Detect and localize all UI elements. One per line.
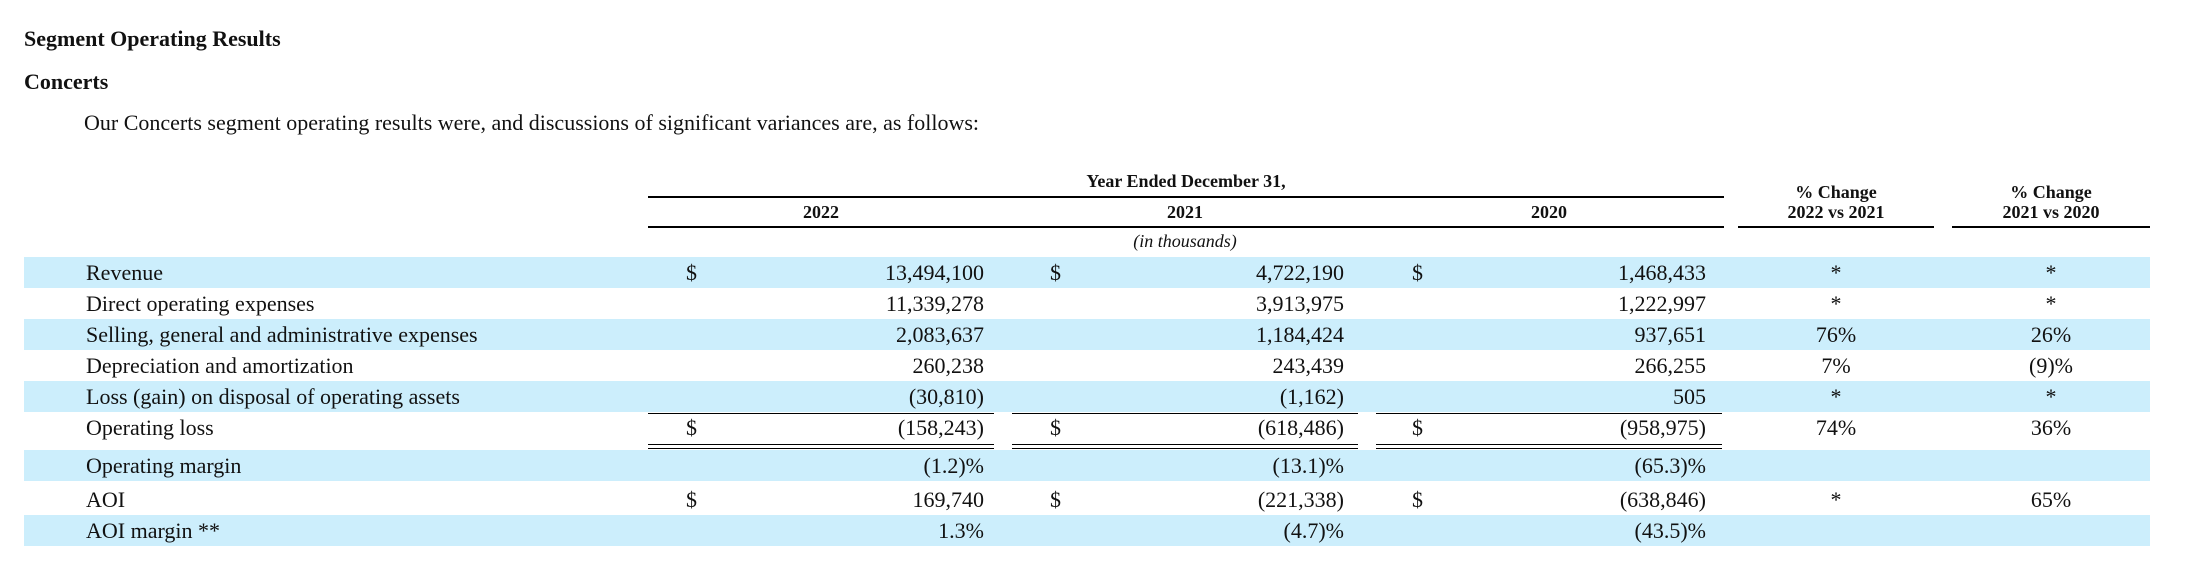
section-title: Segment Operating Results [24,26,281,51]
currency-symbol: $ [1050,487,1061,512]
value-2021: (221,338) [1257,487,1344,512]
currency-symbol: $ [1412,260,1423,285]
value-2022: 1.3% [938,518,984,543]
pct-change-1 [1736,450,1936,481]
units-note: (in thousands) [1133,231,1237,251]
change-header-2-rule [1952,226,2150,228]
year-header-2020: 2020 [1531,202,1567,222]
pct-change-2 [1951,515,2151,546]
value-2020: (638,846) [1619,487,1706,512]
row-label: Revenue [86,260,163,285]
row-label: AOI [86,487,126,512]
row-label: Operating loss [86,415,214,440]
total-double-rule-2022 [648,444,994,449]
year-header-2022: 2022 [803,202,839,222]
row-label: Loss (gain) on disposal of operating ass… [86,384,460,409]
value-2020: 1,222,997 [1618,291,1706,316]
pct-change-1: * [1830,384,1842,409]
intro-text: Our Concerts segment operating results w… [84,110,980,135]
pct-change-2: 65% [2030,487,2072,512]
change-header-1: % Change 2022 vs 2021 [1738,182,1934,222]
value-2021: 3,913,975 [1256,291,1344,316]
table-row: AOI margin ** 1.3% (4.7)% (43.5)% [24,515,2150,546]
value-2022: 13,494,100 [885,260,984,285]
value-2020: (43.5)% [1634,518,1706,543]
value-2020: 505 [1673,384,1706,409]
pct-change-1: 7% [1821,353,1851,378]
pct-change-2: 26% [2030,322,2072,347]
value-2020: 266,255 [1634,353,1707,378]
subsection-title: Concerts [24,69,109,94]
value-2020: (958,975) [1619,415,1706,440]
pct-change-2 [1951,450,2151,481]
table-row: Operating margin (1.2)% (13.1)% (65.3)% [24,450,2150,481]
value-2022: 260,238 [912,353,985,378]
table-row: Selling, general and administrative expe… [24,319,2150,350]
value-2022: 11,339,278 [885,291,984,316]
value-2021: (13.1)% [1272,453,1344,478]
value-2020: (65.3)% [1634,453,1706,478]
row-label: Depreciation and amortization [86,353,354,378]
currency-symbol: $ [686,415,697,440]
value-2020: 1,468,433 [1618,260,1706,285]
subtotal-rule-2021 [1012,413,1358,414]
pct-change-2: * [2045,260,2057,285]
total-double-rule-2020 [1376,444,1722,449]
pct-change-2: * [2045,291,2057,316]
period-header: Year Ended December 31, [1086,171,1286,191]
table-row: Loss (gain) on disposal of operating ass… [24,381,2150,412]
row-label: Selling, general and administrative expe… [86,322,478,347]
pct-change-2: (9)% [2029,353,2073,378]
currency-symbol: $ [686,487,697,512]
value-2020: 937,651 [1634,322,1707,347]
year-header-rule [648,226,1724,228]
change-header-1-line1: % Change [1795,182,1877,202]
value-2021: 1,184,424 [1256,322,1344,347]
pct-change-2: 36% [2030,415,2072,440]
value-2021: (4.7)% [1283,518,1344,543]
pct-change-2: * [2045,384,2057,409]
currency-symbol: $ [1050,415,1061,440]
subtotal-rule-2020 [1376,413,1722,414]
change-header-1-rule [1738,226,1934,228]
value-2021: (618,486) [1257,415,1344,440]
table-row: Direct operating expenses 11,339,278 3,913… [24,288,2150,319]
period-header-rule [648,196,1724,198]
value-2021: 4,722,190 [1256,260,1344,285]
change-header-2: % Change 2021 vs 2020 [1952,182,2150,222]
value-2021: (1,162) [1279,384,1344,409]
change-header-2-line2: 2021 vs 2020 [2002,202,2100,222]
pct-change-1 [1736,515,1936,546]
subtotal-rule-2022 [648,413,994,414]
currency-symbol: $ [1412,487,1423,512]
row-label: AOI margin ** [86,518,221,543]
row-label: Operating margin [86,453,242,478]
year-header-2021: 2021 [1167,202,1203,222]
currency-symbol: $ [1412,415,1423,440]
value-2022: (30,810) [908,384,984,409]
pct-change-1: 74% [1815,415,1857,440]
value-2022: (158,243) [897,415,984,440]
pct-change-1: * [1830,260,1842,285]
table-row: AOI $169,740 $ (221,338) $ (638,846) * 65% [24,484,2150,515]
value-2022: 169,740 [912,487,985,512]
value-2022: (1.2)% [923,453,984,478]
table-row: Depreciation and amortization 260,238 243,… [24,350,2150,381]
currency-symbol: $ [686,260,697,285]
table-row: Revenue $13,494,100 $4,722,190 $1,468,433 * * [24,257,2150,288]
total-double-rule-2021 [1012,444,1358,449]
pct-change-1: * [1830,291,1842,316]
pct-change-1: 76% [1815,322,1857,347]
value-2022: 2,083,637 [896,322,984,347]
table-row: Operating loss $ (158,243) $ (618,486) $ (958,… [24,412,2150,443]
change-header-2-line1: % Change [2010,182,2092,202]
row-label: Direct operating expenses [86,291,315,316]
value-2021: 243,439 [1272,353,1345,378]
change-header-1-line2: 2022 vs 2021 [1787,202,1885,222]
pct-change-1: * [1830,487,1842,512]
currency-symbol: $ [1050,260,1061,285]
